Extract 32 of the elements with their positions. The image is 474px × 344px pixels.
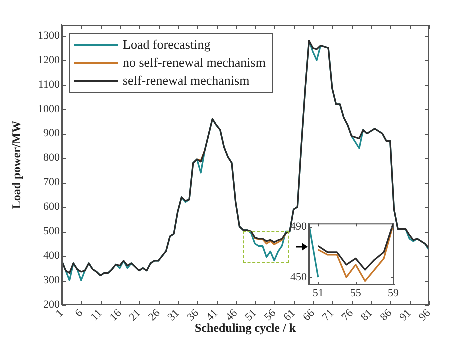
x-tick-label: 91 (398, 307, 414, 324)
y-tick-label: 1100 (38, 78, 60, 91)
x-tick-label: 16 (108, 306, 124, 324)
y-tick-label: 1200 (38, 54, 60, 66)
x-tick-label: 51 (312, 287, 324, 300)
legend-label: Load forecasting (123, 36, 211, 54)
y-tick-label: 900 (44, 128, 60, 140)
x-tick-label: 21 (127, 307, 144, 324)
x-tick-label: 55 (350, 287, 362, 300)
x-tick-label: 71 (320, 307, 337, 324)
y-tick-label: 500 (44, 226, 60, 238)
x-tick-label: 76 (340, 306, 356, 324)
x-tick-label: 86 (378, 306, 395, 324)
y-axis-title: Load power/MW (9, 120, 24, 210)
y-tick-label: 1300 (38, 30, 60, 42)
legend-label: no self-renewal mechanism (123, 54, 266, 72)
y-tick-label: 1000 (38, 103, 60, 116)
y-tick-label: 600 (44, 201, 60, 214)
y-tick-label: 300 (44, 274, 60, 286)
x-tick-label: 96 (416, 306, 434, 324)
x-tick-label: 26 (146, 306, 164, 324)
x-tick-label: 66 (301, 306, 318, 324)
x-tick-label: 11 (88, 307, 105, 324)
legend-label: self-renewal mechanism (123, 72, 250, 90)
y-tick-label: 700 (44, 176, 60, 189)
y-tick-label: 450 (290, 271, 308, 284)
x-tick-label: 31 (166, 307, 182, 324)
y-tick-label: 800 (44, 152, 60, 164)
x-tick-label: 81 (358, 307, 376, 324)
y-tick-label: 400 (44, 250, 60, 262)
x-tick-label: 59 (388, 287, 400, 300)
x-tick-label: 6 (73, 306, 86, 320)
